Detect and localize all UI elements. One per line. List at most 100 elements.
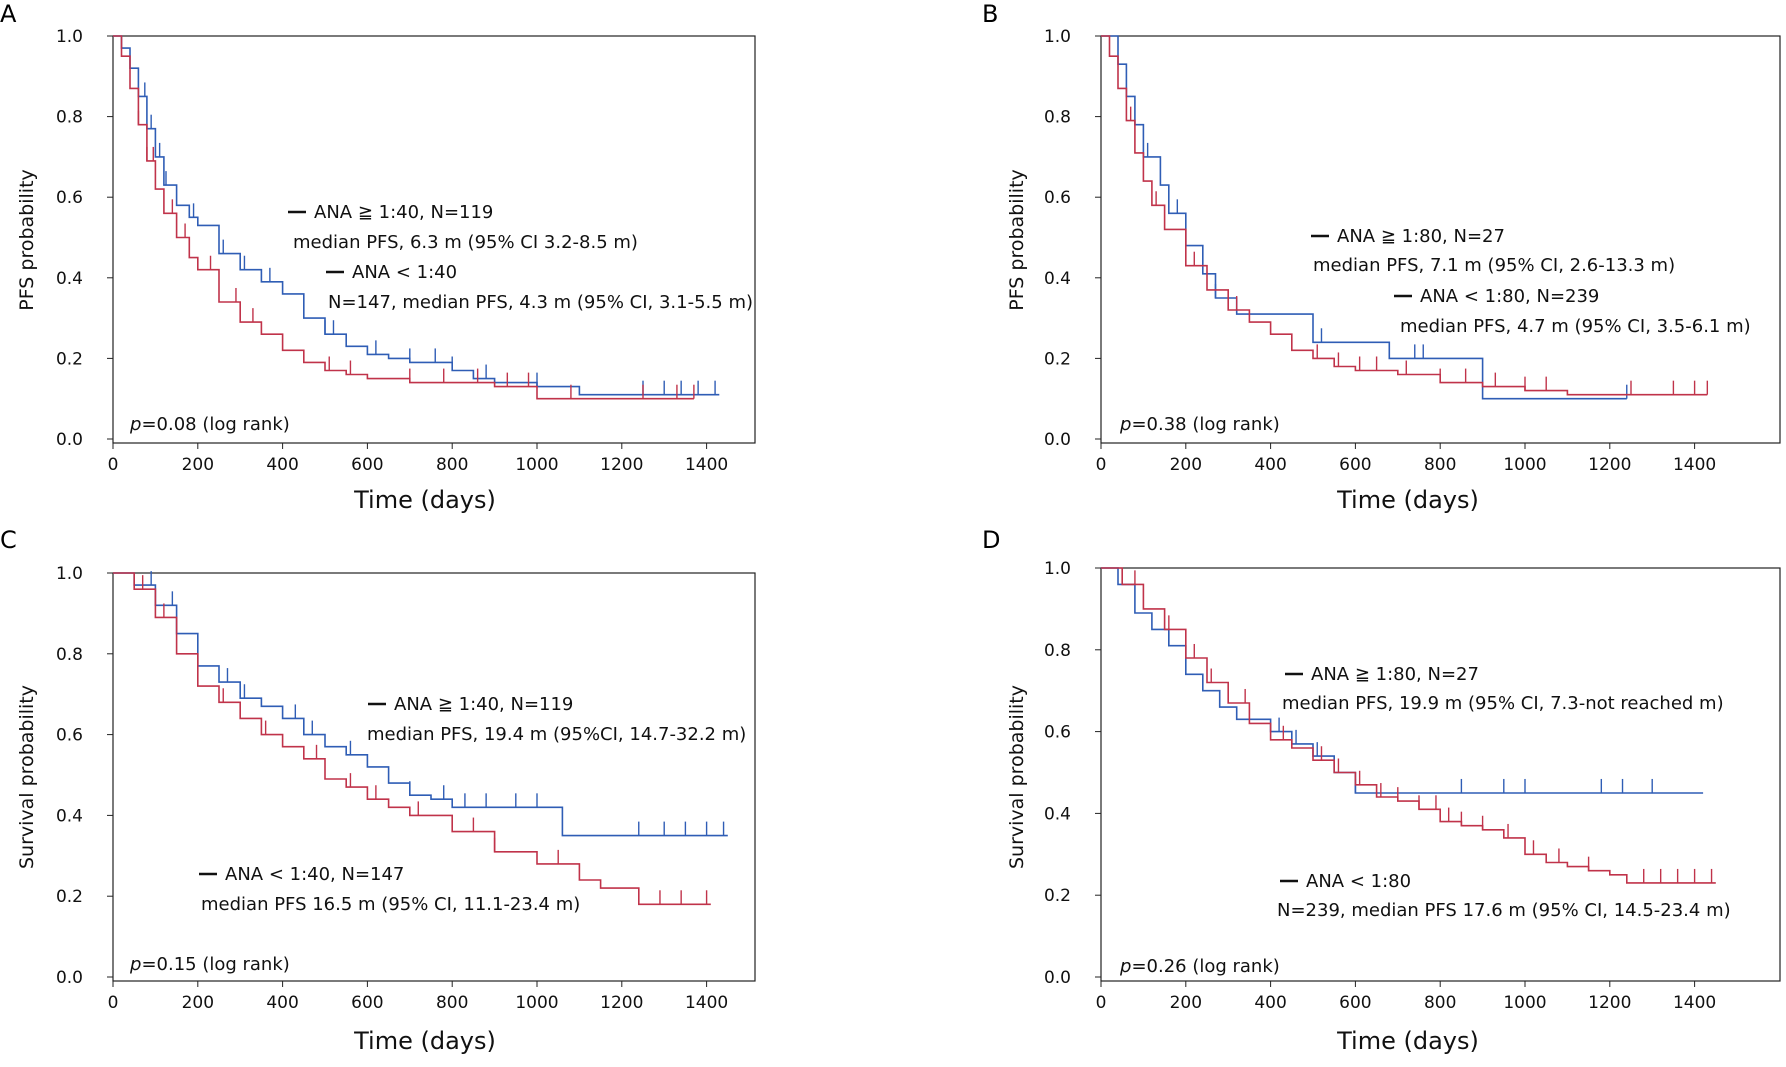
x-tick-label: 400 xyxy=(1254,993,1286,1013)
km-curve-series-2 xyxy=(1101,567,1716,884)
y-tick-label: 0.2 xyxy=(1044,349,1071,369)
annotation-line2: median PFS, 19.9 m (95% CI, 7.3-not reac… xyxy=(1282,693,1724,714)
panel-c: C 0.0 0.2 0.4 0.6 0.8 1.0 0 200 400 600 800 1000 1200… xyxy=(0,526,756,1055)
y-axis-title: Survival probability xyxy=(1006,685,1028,869)
x-tick-label: 400 xyxy=(266,993,298,1013)
x-tick-label: 0 xyxy=(1096,993,1107,1013)
p-value: p=0.08 (log rank) xyxy=(129,414,290,435)
annotation-line1: ANA ≧ 1:40, N=119 xyxy=(394,694,573,715)
y-tick-label: 0.2 xyxy=(56,887,83,907)
x-axis-title: Time (days) xyxy=(353,1027,496,1055)
km-curve-series-1 xyxy=(1101,35,1627,400)
panel-letter: A xyxy=(0,0,17,28)
x-tick-label: 1200 xyxy=(1588,993,1631,1013)
annotation-line2: N=147, median PFS, 4.3 m (95% CI, 3.1-5.… xyxy=(328,292,753,313)
x-tick-label: 600 xyxy=(1339,455,1371,475)
km-curve-series-1 xyxy=(113,572,728,837)
x-tick-label: 200 xyxy=(1170,993,1202,1013)
y-axis-title: Survival probability xyxy=(16,685,38,869)
annotation-line1: ANA ≧ 1:80, N=27 xyxy=(1311,664,1479,685)
p-value: p=0.26 (log rank) xyxy=(1119,956,1280,977)
x-tick-label: 1000 xyxy=(1503,993,1546,1013)
panel-b: B 0.0 0.2 0.4 0.6 0.8 1.0 0 200 400 600 800 1000 1200… xyxy=(982,0,1781,514)
annotation-line2: median PFS, 6.3 m (95% CI 3.2-8.5 m) xyxy=(293,232,638,253)
annotation-line1: ANA ≧ 1:40, N=119 xyxy=(314,202,493,223)
y-tick-label: 0.8 xyxy=(56,108,83,128)
p-value: p=0.38 (log rank) xyxy=(1119,414,1280,435)
x-tick-label: 600 xyxy=(1339,993,1371,1013)
x-tick-label: 200 xyxy=(1170,455,1202,475)
x-tick-label: 1200 xyxy=(600,993,643,1013)
annotation-line1: ANA < 1:40 xyxy=(352,262,457,283)
annotation-line2: median PFS, 7.1 m (95% CI, 2.6-13.3 m) xyxy=(1313,255,1675,276)
y-tick-label: 0.2 xyxy=(56,349,83,369)
km-curve-series-2 xyxy=(1101,35,1708,396)
x-tick-label: 0 xyxy=(1096,455,1107,475)
y-tick-label: 0.6 xyxy=(56,188,83,208)
x-axis-title: Time (days) xyxy=(1336,486,1479,514)
x-tick-label: 1400 xyxy=(685,993,728,1013)
x-tick-label: 400 xyxy=(1254,455,1286,475)
annotation-line2: N=239, median PFS 17.6 m (95% CI, 14.5-2… xyxy=(1277,900,1731,921)
x-tick-label: 400 xyxy=(266,455,298,475)
x-tick-label: 1400 xyxy=(1673,455,1716,475)
annotation-line1: ANA < 1:80 xyxy=(1306,871,1411,892)
x-axis-title: Time (days) xyxy=(1336,1027,1479,1055)
annotation-line2: median PFS 16.5 m (95% CI, 11.1-23.4 m) xyxy=(201,894,580,915)
y-tick-label: 0.8 xyxy=(56,645,83,665)
x-tick-label: 600 xyxy=(351,455,383,475)
x-tick-label: 1000 xyxy=(515,455,558,475)
y-tick-label: 1.0 xyxy=(56,27,83,47)
y-tick-label: 0.2 xyxy=(1044,886,1071,906)
plot-frame xyxy=(112,572,756,982)
annotation-line2: median PFS, 4.7 m (95% CI, 3.5-6.1 m) xyxy=(1400,316,1751,337)
km-curve-series-2 xyxy=(113,572,711,906)
x-tick-label: 600 xyxy=(351,993,383,1013)
annotation-line2: median PFS, 19.4 m (95%CI, 14.7-32.2 m) xyxy=(367,724,746,745)
panel-letter: C xyxy=(0,526,17,554)
x-tick-label: 0 xyxy=(108,455,119,475)
x-tick-label: 200 xyxy=(182,455,214,475)
x-tick-label: 800 xyxy=(1424,455,1456,475)
panel-d: D 0.0 0.2 0.4 0.6 0.8 1.0 0 200 400 600 800 1000 1200… xyxy=(982,526,1781,1055)
y-tick-label: 0.8 xyxy=(1044,108,1071,128)
y-tick-label: 1.0 xyxy=(1044,559,1071,579)
y-tick-label: 0.0 xyxy=(56,968,83,988)
km-curve-series-1 xyxy=(113,35,720,396)
x-axis-title: Time (days) xyxy=(353,486,496,514)
y-tick-label: 0.4 xyxy=(56,806,83,826)
x-tick-label: 800 xyxy=(1424,993,1456,1013)
x-tick-label: 200 xyxy=(182,993,214,1013)
annotation-line1: ANA ≧ 1:80, N=27 xyxy=(1337,226,1505,247)
x-tick-label: 1200 xyxy=(600,455,643,475)
plot-frame xyxy=(112,35,756,444)
y-tick-label: 0.0 xyxy=(1044,430,1071,450)
y-tick-label: 0.4 xyxy=(56,269,83,289)
annotation-line1: ANA < 1:40, N=147 xyxy=(225,864,404,885)
x-tick-label: 1000 xyxy=(515,993,558,1013)
y-axis-title: PFS probability xyxy=(1006,169,1028,311)
y-tick-label: 1.0 xyxy=(1044,27,1071,47)
x-tick-label: 0 xyxy=(108,993,119,1013)
x-tick-label: 1400 xyxy=(685,455,728,475)
x-tick-label: 800 xyxy=(436,993,468,1013)
panel-letter: B xyxy=(982,0,998,28)
y-tick-label: 0.4 xyxy=(1044,804,1071,824)
y-tick-label: 0.6 xyxy=(56,726,83,746)
annotation-line1: ANA < 1:80, N=239 xyxy=(1420,286,1599,307)
y-tick-label: 0.4 xyxy=(1044,269,1071,289)
x-tick-label: 800 xyxy=(436,455,468,475)
p-value: p=0.15 (log rank) xyxy=(129,954,290,975)
y-tick-label: 0.0 xyxy=(56,430,83,450)
y-axis-title: PFS probability xyxy=(16,169,38,311)
y-tick-label: 1.0 xyxy=(56,564,83,584)
y-tick-label: 0.8 xyxy=(1044,641,1071,661)
panel-letter: D xyxy=(982,526,1000,554)
x-tick-label: 1000 xyxy=(1503,455,1546,475)
y-tick-label: 0.0 xyxy=(1044,968,1071,988)
x-tick-label: 1200 xyxy=(1588,455,1631,475)
panel-a: A 0.0 0.2 0.4 0.6 0.8 1.0 0 200 400 600 800 1000 1200… xyxy=(0,0,756,514)
y-tick-label: 0.6 xyxy=(1044,723,1071,743)
x-tick-label: 1400 xyxy=(1673,993,1716,1013)
